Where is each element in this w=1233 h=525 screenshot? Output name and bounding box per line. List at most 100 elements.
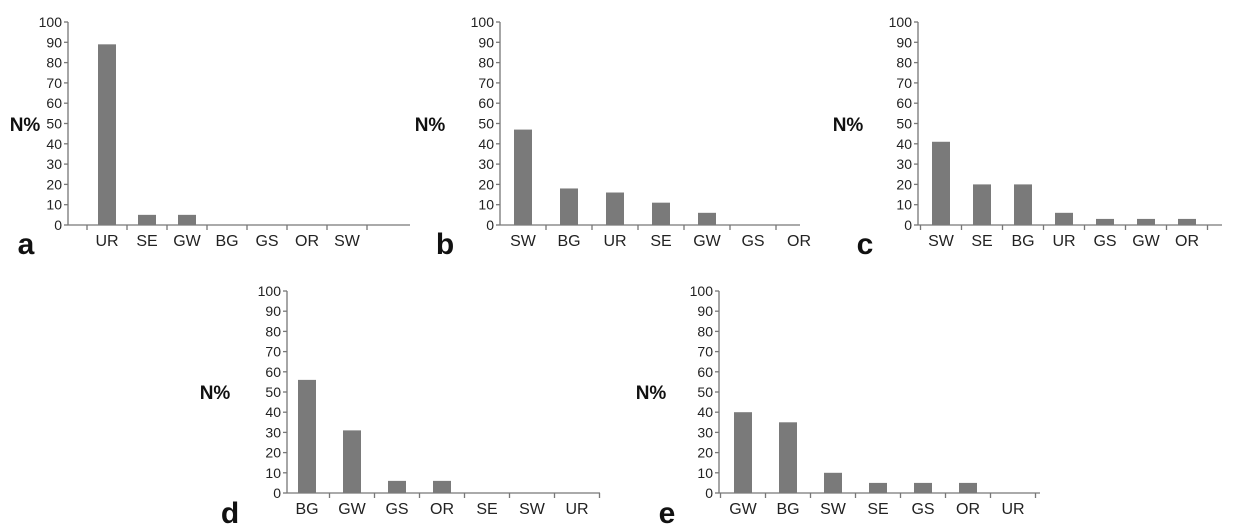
y-tick-label: 30 [697,424,713,440]
y-tick-label: 20 [265,445,281,461]
y-tick-label: 60 [697,364,713,380]
y-tick-label: 90 [478,34,494,50]
bar-se [973,184,991,225]
y-tick-label: 80 [46,55,62,71]
bar-gs [1096,218,1114,225]
x-category-label: BG [1011,233,1034,250]
x-category-label: OR [430,501,454,518]
x-category-label: SE [136,233,157,250]
y-tick-label: 90 [265,303,281,319]
x-category-label: OR [295,233,319,250]
x-category-label: BG [295,501,318,518]
x-category-label: BG [215,233,238,250]
y-axis-label: N% [200,383,231,404]
y-tick-label: 0 [486,217,494,233]
x-category-label: OR [787,233,811,250]
y-tick-label: 80 [478,55,494,71]
y-tick-label: 40 [46,136,62,152]
x-category-label: GS [911,501,934,518]
y-tick-label: 80 [697,323,713,339]
x-category-label: SW [510,233,537,250]
x-category-label: GS [1093,233,1116,250]
y-tick-label: 40 [265,404,281,420]
y-tick-label: 30 [265,424,281,440]
y-tick-label: 30 [46,156,62,172]
bar-ur [98,44,116,225]
x-category-label: BG [776,501,799,518]
y-tick-label: 50 [896,116,912,132]
bar-gw [734,412,752,493]
bar-sw [514,129,532,225]
y-tick-label: 50 [265,384,281,400]
y-tick-label: 60 [265,364,281,380]
y-tick-label: 80 [265,323,281,339]
panel-letter: d [221,497,239,525]
bar-bg [560,188,578,225]
y-tick-label: 10 [478,197,494,213]
bar-gw [178,214,196,225]
y-tick-label: 70 [697,344,713,360]
y-tick-label: 50 [46,116,62,132]
x-category-label: SE [650,233,671,250]
bar-gw [698,212,716,225]
bar-bg [298,379,316,493]
bar-bg [1014,184,1032,225]
bar-se [138,214,156,225]
x-category-label: GS [741,233,764,250]
x-category-label: SW [928,233,955,250]
bar-or [1178,218,1196,225]
bar-sw [932,141,950,225]
y-axis-label: N% [636,383,667,404]
bar-bg [779,422,797,493]
y-tick-label: 30 [896,156,912,172]
bar-gw [1137,218,1155,225]
bar-gs [914,482,932,493]
x-category-label: GW [693,233,721,250]
y-tick-label: 10 [697,465,713,481]
x-category-label: SW [334,233,361,250]
y-tick-label: 100 [690,283,714,299]
bar-se [652,202,670,225]
chart-panel-d: 0 10 20 30 40 50 60 70 80 90 100 BG GW GS OR SE SW UR N% d [200,283,601,525]
bar-se [869,482,887,493]
x-category-label: GW [729,501,757,518]
y-tick-label: 50 [697,384,713,400]
bar-gw [343,430,361,493]
y-tick-label: 90 [896,34,912,50]
y-tick-label: 20 [478,176,494,192]
x-category-label: SE [971,233,992,250]
y-tick-label: 20 [697,445,713,461]
y-tick-label: 70 [896,75,912,91]
y-tick-label: 70 [265,344,281,360]
y-tick-label: 0 [273,485,281,501]
chart-panel-e: 0 10 20 30 40 50 60 70 80 90 100 GW BG SW SE GS OR UR N% e [636,283,1040,525]
y-tick-label: 90 [46,34,62,50]
y-tick-label: 40 [896,136,912,152]
y-tick-label: 50 [478,116,494,132]
x-category-label: SW [820,501,847,518]
x-category-label: SE [867,501,888,518]
bar-ur [1055,212,1073,225]
y-axis-label: N% [10,115,41,136]
chart-panel-a: 0 10 20 30 40 50 60 70 80 90 100 UR SE GW BG GS OR SW N% a [10,14,410,261]
bar-sw [824,472,842,493]
x-category-label: SE [476,501,497,518]
x-category-label: GW [173,233,201,250]
bar-gs [388,480,406,493]
panel-letter: c [857,228,874,261]
x-category-label: UR [603,233,626,250]
y-tick-label: 0 [904,217,912,233]
x-category-label: GS [255,233,278,250]
y-tick-label: 20 [46,176,62,192]
y-tick-label: 100 [258,283,282,299]
y-axis-label: N% [415,115,446,136]
y-tick-label: 60 [478,95,494,111]
y-tick-label: 30 [478,156,494,172]
bar-or [959,482,977,493]
y-tick-label: 60 [896,95,912,111]
x-category-label: SW [519,501,546,518]
y-tick-label: 20 [896,176,912,192]
y-tick-label: 10 [265,465,281,481]
y-tick-label: 100 [471,14,495,30]
